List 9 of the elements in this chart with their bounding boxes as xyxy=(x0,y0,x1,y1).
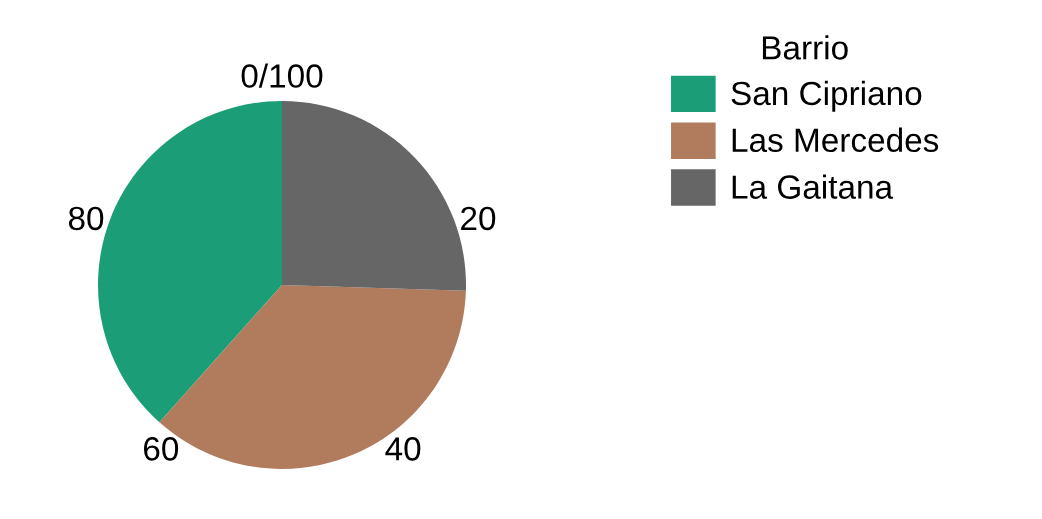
text: 0/100 xyxy=(241,63,323,88)
legend-label: Las Mercedes xyxy=(732,127,939,153)
text: 40 xyxy=(385,437,421,461)
legend-label: La Gaitana xyxy=(732,174,894,199)
text: 80 xyxy=(68,206,104,231)
text: 20 xyxy=(461,206,496,231)
legend-title: Barrio xyxy=(762,35,848,60)
text: 60 xyxy=(144,437,179,461)
legend-label: San Cipriano xyxy=(731,80,922,112)
